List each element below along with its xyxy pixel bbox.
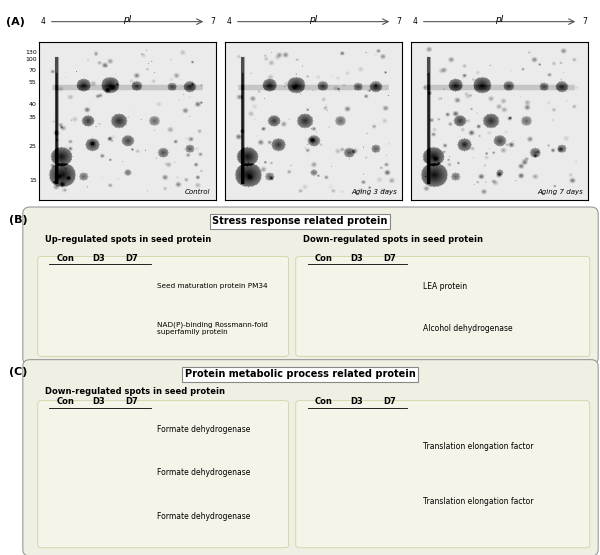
- Text: 7: 7: [210, 17, 215, 26]
- Text: Aging 3 days: Aging 3 days: [351, 189, 397, 195]
- Text: Up-regulated spots in seed protein: Up-regulated spots in seed protein: [45, 235, 211, 244]
- Text: (B): (B): [9, 215, 28, 225]
- Text: (C): (C): [9, 367, 28, 377]
- Text: Formate dehydrogenase: Formate dehydrogenase: [157, 468, 251, 477]
- Text: 6: 6: [74, 498, 79, 504]
- Text: Formate dehydrogenase: Formate dehydrogenase: [157, 425, 251, 434]
- Text: Con: Con: [57, 254, 75, 263]
- Text: 4: 4: [74, 411, 79, 417]
- Text: Translation elongation factor: Translation elongation factor: [423, 442, 533, 451]
- Text: LEA protein: LEA protein: [423, 282, 467, 291]
- Text: Translation elongation factor: Translation elongation factor: [423, 497, 533, 507]
- Text: Seed maturation protein PM34: Seed maturation protein PM34: [157, 284, 268, 289]
- Text: pI: pI: [496, 15, 503, 24]
- Text: 11: 11: [330, 481, 340, 487]
- Text: Aging 7 days: Aging 7 days: [537, 189, 583, 195]
- Text: 4: 4: [412, 17, 417, 26]
- Text: 35: 35: [29, 115, 37, 120]
- Text: pI: pI: [310, 15, 317, 24]
- Text: 15: 15: [29, 178, 37, 183]
- Text: pI: pI: [124, 15, 131, 24]
- Text: Down-regulated spots in seed protein: Down-regulated spots in seed protein: [45, 387, 225, 396]
- Text: 5: 5: [74, 454, 79, 460]
- Text: D3: D3: [92, 397, 106, 406]
- Text: Protein metabolic process related protein: Protein metabolic process related protei…: [185, 369, 415, 379]
- Text: 10: 10: [138, 268, 148, 274]
- Text: 55: 55: [29, 80, 37, 85]
- Text: D3: D3: [350, 397, 364, 406]
- Text: D7: D7: [383, 397, 397, 406]
- Text: 12: 12: [138, 310, 148, 316]
- Text: 3: 3: [332, 268, 337, 274]
- Text: 4: 4: [226, 17, 231, 26]
- Text: NAD(P)-binding Rossmann-fold
superfamily protein: NAD(P)-binding Rossmann-fold superfamily…: [157, 322, 268, 335]
- Text: Con: Con: [315, 397, 333, 406]
- Text: D7: D7: [125, 397, 139, 406]
- Text: Formate dehydrogenase: Formate dehydrogenase: [157, 512, 251, 521]
- Text: 7: 7: [332, 310, 337, 316]
- Text: (A): (A): [6, 17, 25, 27]
- Text: D7: D7: [125, 254, 139, 263]
- Text: 7: 7: [396, 17, 401, 26]
- Text: 25: 25: [29, 144, 37, 149]
- Text: Down-regulated spots in seed protein: Down-regulated spots in seed protein: [303, 235, 483, 244]
- Text: 4: 4: [40, 17, 45, 26]
- Text: 7: 7: [582, 17, 587, 26]
- Text: 130: 130: [25, 50, 37, 55]
- Text: Control: Control: [185, 189, 211, 195]
- Text: 100: 100: [25, 57, 37, 62]
- Text: Con: Con: [57, 397, 75, 406]
- Text: D3: D3: [350, 254, 364, 263]
- Text: Con: Con: [315, 254, 333, 263]
- Text: D7: D7: [383, 254, 397, 263]
- Text: 40: 40: [29, 102, 37, 108]
- Text: 70: 70: [29, 68, 37, 73]
- Text: 8
9: 8 9: [332, 418, 337, 432]
- Text: D3: D3: [92, 254, 106, 263]
- Text: Alcohol dehydrogenase: Alcohol dehydrogenase: [423, 324, 512, 333]
- Text: Stress response related protein: Stress response related protein: [212, 216, 388, 226]
